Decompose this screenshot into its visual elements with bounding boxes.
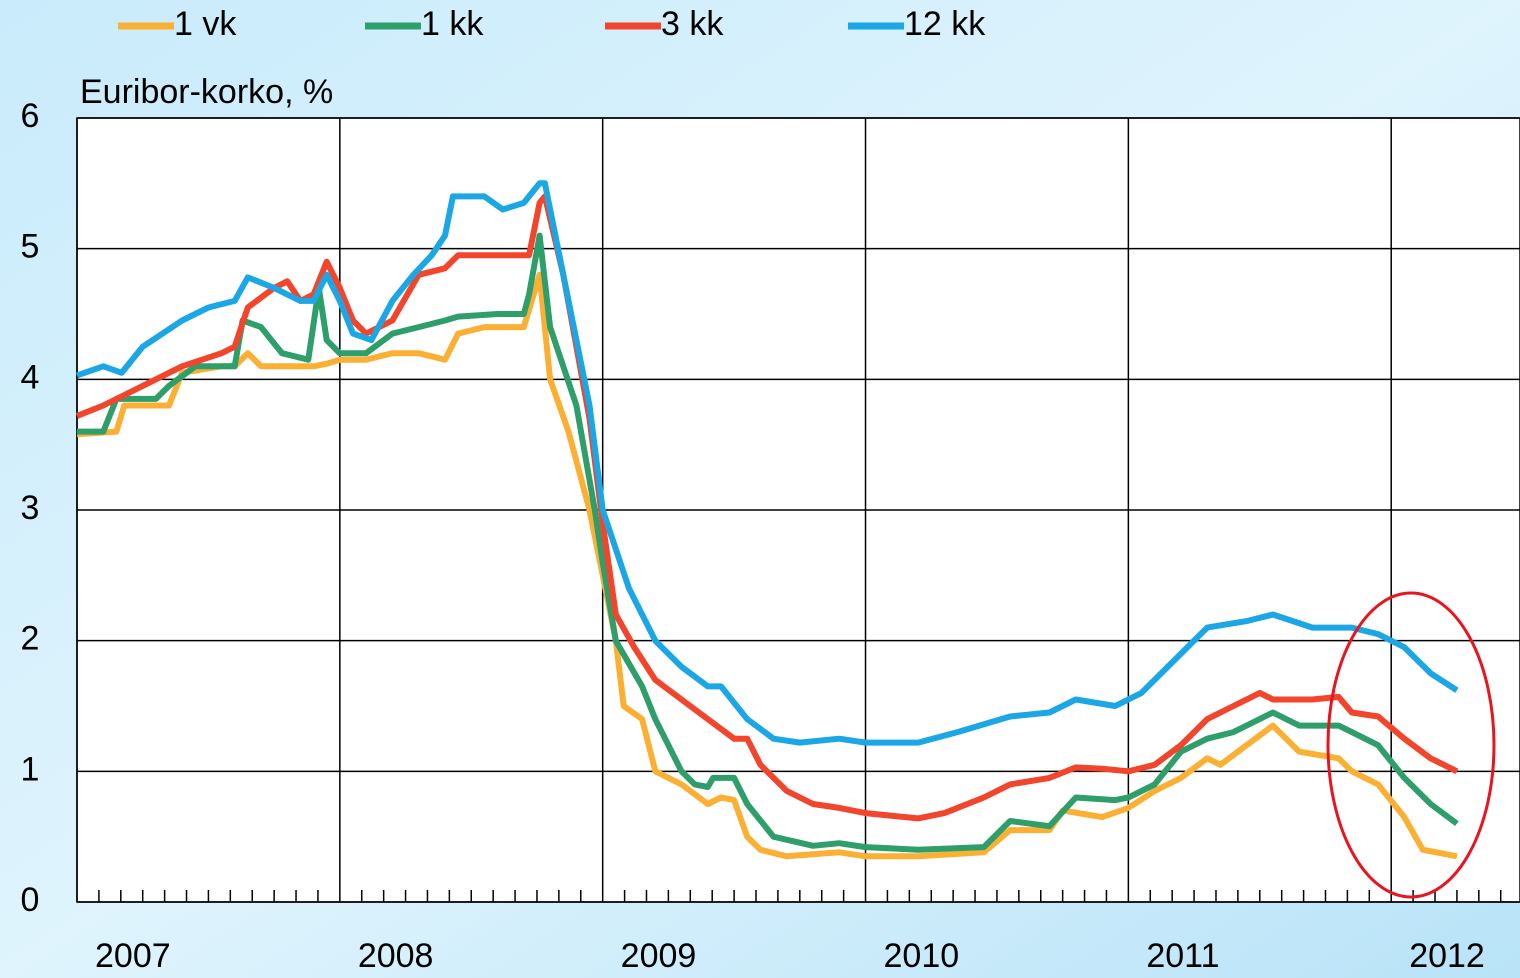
x-tick-label: 2012 bbox=[1409, 937, 1485, 975]
x-tick-label: 2010 bbox=[884, 937, 960, 975]
y-tick-label: 3 bbox=[21, 489, 40, 527]
y-tick-label: 4 bbox=[21, 358, 40, 396]
series-line bbox=[77, 232, 1459, 853]
legend-label: 3 kk bbox=[661, 5, 724, 43]
highlight-ellipse bbox=[1326, 591, 1496, 899]
y-axis-label: Euribor-korko, % bbox=[80, 73, 333, 111]
legend-label: 1 vk bbox=[174, 5, 237, 43]
x-tick-label: 2007 bbox=[95, 937, 171, 975]
y-tick-label: 6 bbox=[21, 97, 40, 135]
y-tick-label: 5 bbox=[21, 228, 40, 266]
legend-label: 1 kk bbox=[421, 5, 484, 43]
x-tick-label: 2011 bbox=[1146, 937, 1219, 975]
x-tick-label: 2008 bbox=[358, 937, 434, 975]
y-tick-label: 1 bbox=[21, 750, 40, 788]
x-tick-label: 2009 bbox=[621, 937, 697, 975]
y-tick-label: 2 bbox=[21, 620, 40, 658]
series-line bbox=[75, 193, 1459, 822]
series-line bbox=[76, 271, 1458, 860]
series-line bbox=[76, 180, 1459, 746]
y-tick-label: 0 bbox=[21, 881, 40, 919]
legend-label: 12 kk bbox=[904, 5, 986, 43]
